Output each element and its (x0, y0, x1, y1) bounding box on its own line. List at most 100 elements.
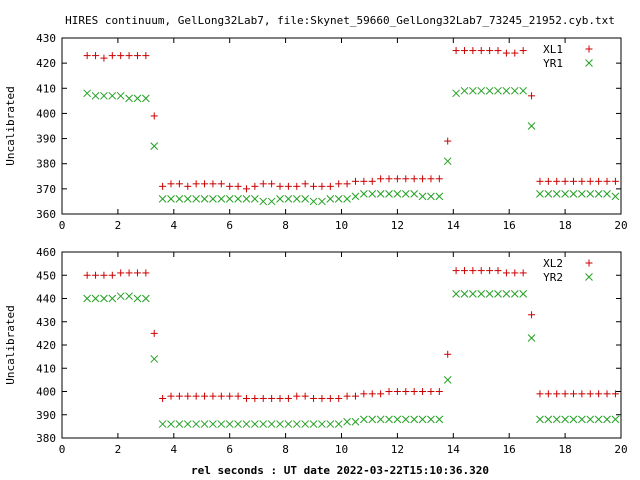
data-point-xl1 (528, 92, 536, 100)
data-point-yr1 (519, 86, 528, 95)
data-point-yr2 (544, 415, 553, 424)
data-point-yr2 (141, 294, 150, 303)
y-tick-label: 360 (36, 208, 56, 221)
y-tick-label: 380 (36, 158, 56, 171)
x-tick-label: 6 (226, 219, 233, 232)
data-point-yr1 (401, 190, 410, 198)
data-point-yr2 (209, 420, 217, 428)
data-point-yr2 (217, 420, 226, 428)
data-point-xl1 (477, 47, 485, 55)
data-point-yr1 (586, 190, 595, 198)
data-point-yr1 (276, 195, 284, 203)
top-panel: Uncalibrated 0 2 4 6 8 10 12 14 16 18 20 360 370 380 3… (4, 32, 628, 232)
data-point-yr1 (259, 197, 268, 206)
data-point-yr1 (452, 89, 460, 98)
data-point-xl2 (469, 267, 477, 275)
data-point-xl1 (502, 49, 510, 57)
data-point-yr1 (234, 195, 242, 203)
data-point-yr2 (183, 420, 192, 428)
data-point-xl1 (159, 182, 167, 190)
data-point-xl1 (276, 182, 284, 190)
data-point-xl2 (192, 392, 200, 400)
data-point-xl2 (159, 394, 167, 402)
data-point-yr2 (552, 415, 561, 424)
x-tick-label: 16 (503, 443, 516, 456)
legend-label-yr1: YR1 (543, 57, 563, 70)
data-point-yr2 (234, 420, 242, 428)
data-point-xl1 (469, 47, 477, 55)
bottom-series-marks (83, 267, 620, 428)
data-point-yr1 (536, 190, 544, 198)
x-tick-label: 6 (226, 443, 233, 456)
data-point-yr1 (443, 157, 452, 166)
data-point-yr1 (309, 197, 318, 206)
data-point-xl1 (452, 47, 460, 55)
data-point-xl2 (553, 390, 561, 398)
data-point-yr1 (343, 195, 351, 203)
data-point-yr1 (334, 195, 343, 203)
data-point-yr2 (242, 420, 251, 428)
x-tick-label: 20 (614, 443, 627, 456)
data-point-xl2 (167, 392, 175, 400)
data-point-yr2 (100, 294, 108, 303)
y-tick-label: 390 (36, 133, 56, 146)
y-tick-label: 400 (36, 386, 56, 399)
data-point-xl1 (603, 177, 611, 185)
data-point-xl1 (259, 180, 267, 188)
data-point-xl2 (92, 271, 100, 279)
data-point-yr2 (251, 420, 259, 428)
data-point-xl2 (586, 390, 594, 398)
data-point-yr1 (578, 190, 586, 198)
data-point-yr1 (217, 195, 226, 203)
y-tick-label: 420 (36, 339, 56, 352)
data-point-yr1 (225, 195, 234, 203)
data-point-yr1 (100, 91, 108, 100)
data-point-xl1 (519, 47, 527, 55)
data-point-xl2 (326, 394, 334, 402)
data-point-yr1 (376, 190, 385, 198)
data-point-xl1 (335, 180, 343, 188)
data-point-yr1 (460, 86, 469, 95)
data-point-yr1 (251, 195, 259, 203)
data-point-xl2 (561, 390, 569, 398)
data-point-xl2 (125, 269, 133, 277)
data-point-yr2 (318, 420, 326, 428)
data-point-xl2 (83, 271, 91, 279)
data-point-xl2 (259, 394, 267, 402)
data-point-yr1 (494, 86, 502, 95)
data-point-yr1 (611, 192, 620, 201)
data-point-xl1 (343, 180, 351, 188)
data-point-xl1 (184, 182, 192, 190)
data-point-yr1 (418, 192, 427, 201)
y-tick-label: 410 (36, 362, 56, 375)
data-point-yr2 (385, 415, 393, 424)
top-series-marks (83, 47, 620, 206)
data-point-yr1 (292, 195, 301, 203)
data-point-yr1 (242, 195, 251, 203)
data-point-yr1 (502, 86, 511, 95)
data-point-xl1 (368, 177, 376, 185)
data-point-xl1 (536, 177, 544, 185)
data-point-yr2 (435, 415, 444, 424)
data-point-yr2 (91, 294, 100, 303)
data-point-yr1 (368, 190, 377, 198)
data-point-yr1 (527, 122, 536, 130)
data-point-xl1 (393, 175, 401, 183)
bottom-legend: XL2 YR2 (543, 257, 593, 284)
data-point-xl1 (385, 175, 393, 183)
data-point-xl1 (402, 175, 410, 183)
data-point-xl2 (544, 390, 552, 398)
data-point-yr1 (469, 86, 477, 95)
data-point-xl1 (595, 177, 603, 185)
data-point-xl2 (502, 269, 510, 277)
data-point-yr1 (209, 195, 217, 203)
data-point-xl2 (536, 390, 544, 398)
data-point-xl2 (251, 394, 259, 402)
data-point-xl1 (377, 175, 385, 183)
data-point-xl1 (419, 175, 427, 183)
data-point-yr2 (276, 420, 284, 428)
legend-marker-yr2 (585, 273, 593, 281)
data-point-xl2 (351, 392, 359, 400)
data-point-yr1 (326, 195, 335, 203)
data-point-yr2 (125, 292, 133, 301)
